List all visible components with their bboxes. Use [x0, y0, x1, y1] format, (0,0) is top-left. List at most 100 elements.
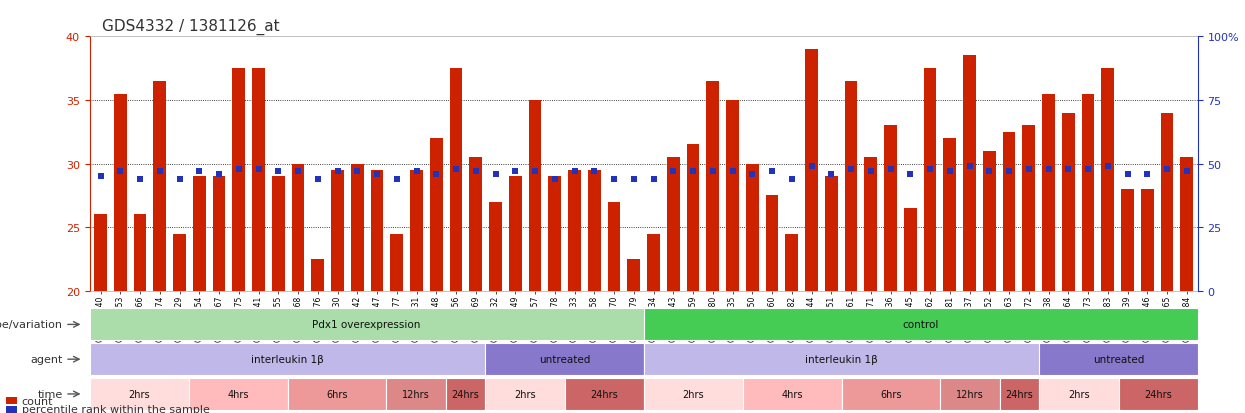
- Text: count: count: [22, 396, 54, 406]
- Bar: [746, 164, 758, 291]
- Bar: [644, 309, 1198, 341]
- Point: [149, 169, 169, 175]
- Bar: [371, 171, 383, 291]
- Bar: [1062, 113, 1074, 291]
- Bar: [608, 202, 620, 291]
- Bar: [726, 101, 740, 291]
- Bar: [1040, 343, 1198, 375]
- Point: [91, 173, 111, 180]
- Text: 24hrs: 24hrs: [452, 389, 479, 399]
- Point: [387, 176, 407, 183]
- Point: [1018, 166, 1038, 173]
- Point: [1098, 164, 1118, 170]
- Point: [1118, 171, 1138, 178]
- Point: [860, 169, 880, 175]
- Point: [684, 169, 703, 175]
- Text: 2hrs: 2hrs: [682, 389, 703, 399]
- Point: [169, 176, 189, 183]
- Bar: [588, 171, 600, 291]
- Text: interleukin 1β: interleukin 1β: [806, 354, 878, 364]
- Text: 6hrs: 6hrs: [880, 389, 901, 399]
- Text: agent: agent: [30, 354, 62, 364]
- Point: [742, 171, 762, 178]
- Point: [564, 169, 584, 175]
- Point: [525, 169, 545, 175]
- Bar: [173, 234, 186, 291]
- Bar: [509, 177, 522, 291]
- Point: [347, 169, 367, 175]
- Point: [822, 171, 842, 178]
- Point: [367, 171, 387, 178]
- Point: [1038, 166, 1058, 173]
- Bar: [233, 69, 245, 291]
- Bar: [1000, 378, 1040, 410]
- Bar: [331, 171, 344, 291]
- Point: [111, 169, 131, 175]
- Bar: [548, 177, 561, 291]
- Bar: [786, 234, 798, 291]
- Bar: [95, 215, 107, 291]
- Text: percentile rank within the sample: percentile rank within the sample: [22, 404, 209, 413]
- Point: [426, 171, 446, 178]
- Bar: [133, 215, 147, 291]
- Bar: [647, 234, 660, 291]
- Bar: [1118, 378, 1198, 410]
- Point: [209, 171, 229, 178]
- Text: 12hrs: 12hrs: [956, 389, 984, 399]
- Bar: [90, 378, 188, 410]
- Bar: [568, 171, 581, 291]
- Bar: [351, 164, 364, 291]
- Text: time: time: [37, 389, 62, 399]
- Bar: [1082, 94, 1094, 291]
- Bar: [271, 177, 285, 291]
- Bar: [1140, 190, 1154, 291]
- Bar: [924, 69, 936, 291]
- Bar: [964, 56, 976, 291]
- Point: [900, 171, 920, 178]
- Point: [1177, 169, 1196, 175]
- Bar: [6, 406, 17, 413]
- Bar: [825, 177, 838, 291]
- Point: [327, 169, 347, 175]
- Bar: [884, 126, 896, 291]
- Point: [802, 164, 822, 170]
- Point: [466, 169, 486, 175]
- Bar: [904, 209, 916, 291]
- Text: genotype/variation: genotype/variation: [0, 320, 62, 330]
- Bar: [113, 94, 127, 291]
- Bar: [251, 69, 265, 291]
- Bar: [386, 378, 446, 410]
- Point: [288, 169, 308, 175]
- Bar: [1042, 94, 1055, 291]
- Point: [249, 166, 269, 173]
- Bar: [806, 50, 818, 291]
- Point: [486, 171, 505, 178]
- Point: [1078, 166, 1098, 173]
- Bar: [529, 101, 542, 291]
- Text: GDS4332 / 1381126_at: GDS4332 / 1381126_at: [102, 19, 280, 35]
- Bar: [391, 234, 403, 291]
- Text: 2hrs: 2hrs: [514, 389, 535, 399]
- Bar: [706, 82, 720, 291]
- Bar: [1022, 126, 1036, 291]
- Bar: [430, 139, 443, 291]
- Text: untreated: untreated: [1093, 354, 1144, 364]
- Point: [998, 169, 1018, 175]
- Point: [782, 176, 802, 183]
- Bar: [486, 378, 564, 410]
- Bar: [644, 378, 742, 410]
- Point: [1058, 166, 1078, 173]
- Point: [308, 176, 327, 183]
- Bar: [90, 309, 644, 341]
- Bar: [667, 158, 680, 291]
- Bar: [1180, 158, 1193, 291]
- Bar: [940, 378, 1000, 410]
- Bar: [627, 259, 640, 291]
- Bar: [410, 171, 423, 291]
- Bar: [687, 145, 700, 291]
- Text: 24hrs: 24hrs: [1006, 389, 1033, 399]
- Bar: [1122, 190, 1134, 291]
- Text: 2hrs: 2hrs: [128, 389, 149, 399]
- Text: 2hrs: 2hrs: [1068, 389, 1089, 399]
- Point: [446, 166, 466, 173]
